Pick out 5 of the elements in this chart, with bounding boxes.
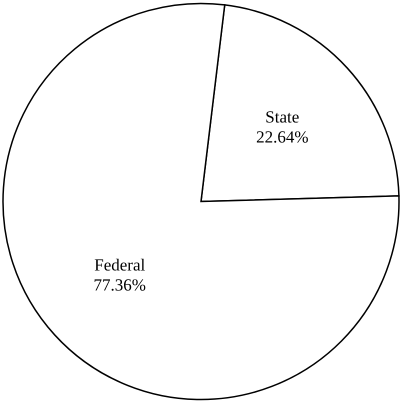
slice-label: State (265, 107, 300, 126)
slice-label: Federal (94, 256, 146, 275)
data-label: 22.64% (256, 127, 308, 146)
pie-slice (2, 2, 400, 400)
data-label: 77.36% (94, 276, 146, 295)
